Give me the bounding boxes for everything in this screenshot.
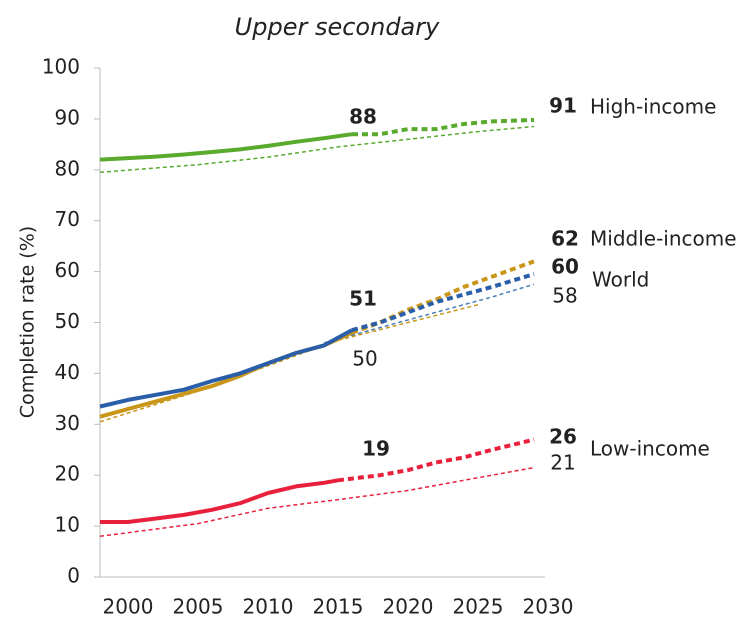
x-tick-label: 2025 xyxy=(453,595,504,618)
baseline-line xyxy=(99,303,479,423)
y-tick-label: 20 xyxy=(55,462,80,486)
x-tick-label: 2010 xyxy=(243,595,294,618)
observed-line xyxy=(99,132,353,162)
y-tick-label: 100 xyxy=(42,55,80,79)
y-tick-label: 50 xyxy=(55,309,80,333)
baseline-line xyxy=(99,125,535,174)
annotation: 50 xyxy=(352,347,377,371)
annotation: 62 xyxy=(551,227,579,251)
projection-line xyxy=(337,437,535,483)
projection-line xyxy=(351,272,535,333)
annotation: 58 xyxy=(552,284,577,308)
annotation: 88 xyxy=(349,105,377,129)
chart-title: Upper secondary xyxy=(235,13,440,41)
y-axis-label: Completion rate (%) xyxy=(17,226,39,418)
x-tick-label: 2005 xyxy=(173,595,224,618)
observed-line xyxy=(100,478,339,524)
annotation: 51 xyxy=(349,287,377,311)
series-label: Middle-income xyxy=(590,227,737,251)
x-tick-label: 2015 xyxy=(313,595,364,618)
y-tick-label: 90 xyxy=(55,105,80,129)
annotation: 26 xyxy=(549,425,577,449)
y-tick-label: 30 xyxy=(55,411,80,435)
y-tick-label: 70 xyxy=(55,207,80,231)
y-tick-label: 60 xyxy=(55,258,80,282)
annotation: 91 xyxy=(549,94,577,118)
annotation: 21 xyxy=(550,451,575,475)
y-tick-label: 0 xyxy=(67,564,80,588)
observed-line xyxy=(99,330,353,419)
series-label: Low-income xyxy=(590,437,710,461)
series-label: World xyxy=(592,268,649,292)
series-label: High-income xyxy=(590,95,716,119)
annotation: 60 xyxy=(551,255,579,279)
x-tick-label: 2030 xyxy=(523,595,574,618)
annotation: 19 xyxy=(362,437,390,461)
x-tick-label: 2000 xyxy=(103,595,154,618)
baseline-line xyxy=(323,283,535,344)
y-tick-label: 80 xyxy=(55,156,80,180)
observed-line xyxy=(99,328,353,409)
baseline-line xyxy=(99,466,535,538)
x-tick-label: 2020 xyxy=(383,595,434,618)
y-tick-label: 10 xyxy=(55,513,80,537)
projection-line xyxy=(351,259,535,335)
projection-line xyxy=(352,117,535,137)
y-tick-label: 40 xyxy=(55,360,80,384)
